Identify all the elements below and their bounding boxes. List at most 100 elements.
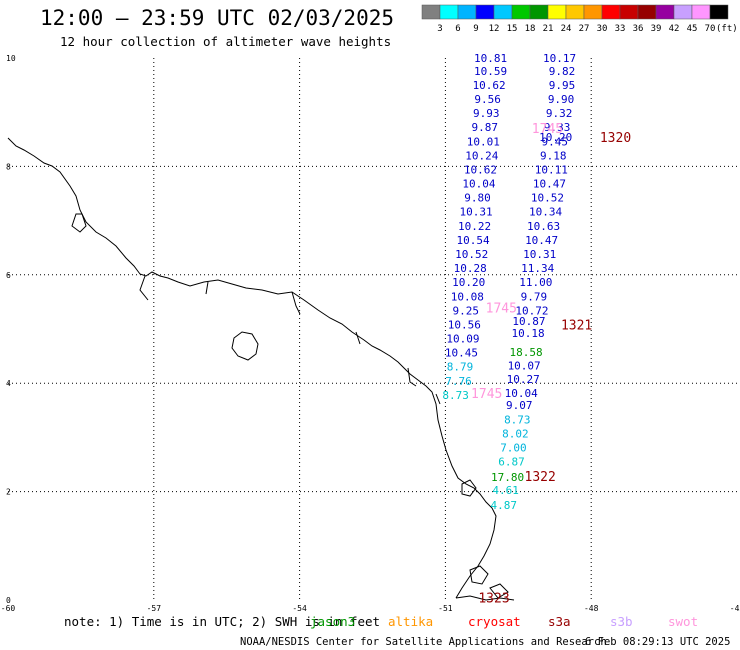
wave-height-value: 7.76 <box>445 375 472 388</box>
scale-label: 70 <box>705 24 716 34</box>
satellite-legend-cryosat: cryosat <box>468 614 521 629</box>
wave-height-value: 9.95 <box>549 79 576 92</box>
satellite-legend-altika: altika <box>388 614 433 629</box>
wave-height-value: 8.79 <box>447 361 474 374</box>
wave-height-value: 10.09 <box>446 333 479 346</box>
scale-label: 3 <box>437 24 442 34</box>
wave-height-value: 9.18 <box>540 149 567 162</box>
scale-label: 21 <box>543 24 554 34</box>
wave-height-value: 9.33 <box>544 121 571 134</box>
wave-height-value: 10.72 <box>515 304 548 317</box>
wave-height-value: 10.45 <box>445 347 478 360</box>
lat-label: 0 <box>6 596 11 605</box>
pass-time-label: 1320 <box>600 131 631 146</box>
scale-swatch <box>583 4 603 20</box>
scale-label: 30 <box>597 24 608 34</box>
wave-height-value: 9.25 <box>453 304 480 317</box>
coastline-inlet <box>71 213 441 405</box>
wave-height-value: 10.18 <box>511 327 544 340</box>
scale-swatch <box>619 4 639 20</box>
wave-height-value: 10.22 <box>458 220 491 233</box>
wave-height-value: 9.45 <box>542 135 569 148</box>
satellite-legend-jason3: jason3 <box>310 614 355 629</box>
scale-swatch <box>691 4 711 20</box>
wave-height-value: 10.34 <box>529 206 562 219</box>
wave-height-value: 4.61 <box>492 484 519 497</box>
lon-label: -54 <box>292 604 307 613</box>
wave-height-value: 9.82 <box>549 65 576 78</box>
scale-label: 6 <box>455 24 460 34</box>
wave-height-value: 10.20 <box>452 276 485 289</box>
wave-height-value: 10.20 <box>539 131 572 144</box>
footer: note: 1) Time is in UTC; 2) SWH is in fe… <box>64 614 730 648</box>
wave-height-value: 10.81 <box>474 52 507 65</box>
scale-swatch <box>601 4 621 20</box>
page-title: 12:00 — 23:59 UTC 02/03/2025 <box>40 6 395 30</box>
south-america-coastline <box>7 137 497 599</box>
wave-height-value: 10.04 <box>505 387 538 400</box>
wave-height-value: 10.47 <box>525 234 558 247</box>
scale-label: 45 <box>687 24 698 34</box>
pass-time-label: 1745 <box>486 302 517 317</box>
pass-time-label: 1745 <box>532 122 563 137</box>
scale-label: 42 <box>669 24 680 34</box>
wave-height-value: 10.04 <box>462 178 495 191</box>
color-scale-legend: 3 6 9 12 15 18 21 24 27 30 33 36 39 42 45 70 (ft) <box>421 4 738 34</box>
pass-time-markers: 1745 1745 1745 1320 1321 1322 1323 <box>471 122 631 607</box>
scale-swatch <box>529 4 549 20</box>
page-subtitle: 12 hour collection of altimeter wave hei… <box>60 34 392 49</box>
lon-label: -48 <box>584 604 599 613</box>
pass-time-label: 1745 <box>471 387 502 402</box>
wave-height-value: 9.79 <box>521 290 548 303</box>
wave-height-value: 9.93 <box>473 107 500 120</box>
scale-swatch <box>475 4 495 20</box>
wave-height-value: 10.56 <box>448 318 481 331</box>
scale-swatch <box>511 4 531 20</box>
satellite-legend: jason3 altika cryosat s3a s3b swot <box>310 614 698 629</box>
wave-height-value: 17.80 <box>491 471 524 484</box>
wave-height-value: 10.62 <box>473 79 506 92</box>
footer-note: note: 1) Time is in UTC; 2) SWH is in fe… <box>64 614 380 629</box>
satellite-legend-s3a: s3a <box>548 614 571 629</box>
wave-height-value: 10.47 <box>533 178 566 191</box>
scale-unit: (ft) <box>716 24 738 34</box>
scale-label: 36 <box>633 24 644 34</box>
satellite-legend-s3b: s3b <box>610 614 633 629</box>
wave-height-value: 10.07 <box>508 360 541 373</box>
wave-height-observations: 10.8110.5910.629.569.939.8710.0110.2410.… <box>442 52 576 512</box>
scale-swatch <box>637 4 657 20</box>
scale-label: 15 <box>507 24 518 34</box>
lat-label: 6 <box>6 271 11 280</box>
wave-height-value: 10.27 <box>507 373 540 386</box>
wave-height-value: 10.24 <box>465 149 498 162</box>
wave-height-value: 6.87 <box>498 456 525 469</box>
wave-height-value: 8.73 <box>442 389 469 402</box>
scale-swatch <box>421 4 441 20</box>
river-island <box>231 331 259 361</box>
wave-height-value: 10.31 <box>459 206 492 219</box>
scale-label: 24 <box>561 24 572 34</box>
lon-label: -51 <box>438 604 453 613</box>
wave-height-value: 9.87 <box>472 121 499 134</box>
scale-label: 27 <box>579 24 590 34</box>
pass-time-label: 1323 <box>478 592 509 607</box>
wave-height-value: 9.07 <box>506 399 533 412</box>
wave-height-value: 9.32 <box>546 107 573 120</box>
scale-swatch <box>439 4 459 20</box>
wave-height-value: 10.87 <box>512 315 545 328</box>
wave-height-value: 10.62 <box>464 163 497 176</box>
wave-height-value: 10.17 <box>543 52 576 65</box>
wave-height-value: 9.90 <box>548 93 575 106</box>
scale-swatch <box>709 4 729 20</box>
wave-height-value: 10.01 <box>467 135 500 148</box>
footer-timestamp: 6 Feb 08:29:13 UTC 2025 <box>585 636 730 648</box>
wave-height-value: 18.58 <box>510 346 543 359</box>
wave-height-value: 10.31 <box>523 248 556 261</box>
wave-height-value: 11.00 <box>519 276 552 289</box>
wave-height-value: 8.73 <box>504 413 531 426</box>
pass-time-label: 1321 <box>561 319 592 334</box>
wave-height-value: 10.63 <box>527 220 560 233</box>
scale-label: 12 <box>489 24 500 34</box>
lat-label: 10 <box>6 54 16 63</box>
